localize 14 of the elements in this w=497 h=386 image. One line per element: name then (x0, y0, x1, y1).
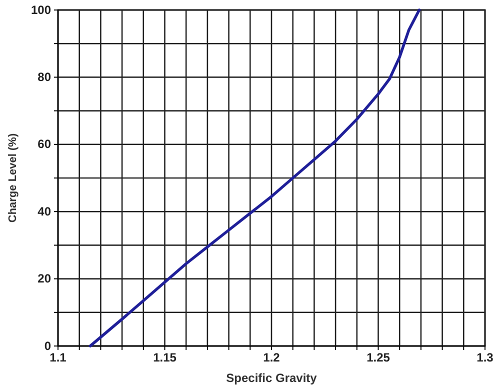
y-tick-label: 100 (30, 2, 52, 17)
y-axis-title: Charge Level (%) (7, 133, 19, 223)
y-tick-label: 60 (38, 137, 52, 152)
line-series (88, 8, 421, 348)
x-tick-label: 1.3 (476, 350, 494, 365)
y-tick-label: 0 (44, 338, 52, 353)
y-tick-label: 20 (38, 272, 52, 286)
x-axis-title: Specific Gravity (226, 371, 318, 385)
y-tick-label: 40 (38, 204, 52, 218)
y-tick-label: 80 (38, 70, 52, 84)
x-tick-label: 1.1 (50, 350, 67, 365)
x-tick-label: 1.2 (263, 350, 280, 365)
x-tick-label: 1.25 (366, 350, 390, 365)
x-tick-label: 1.15 (153, 350, 177, 365)
